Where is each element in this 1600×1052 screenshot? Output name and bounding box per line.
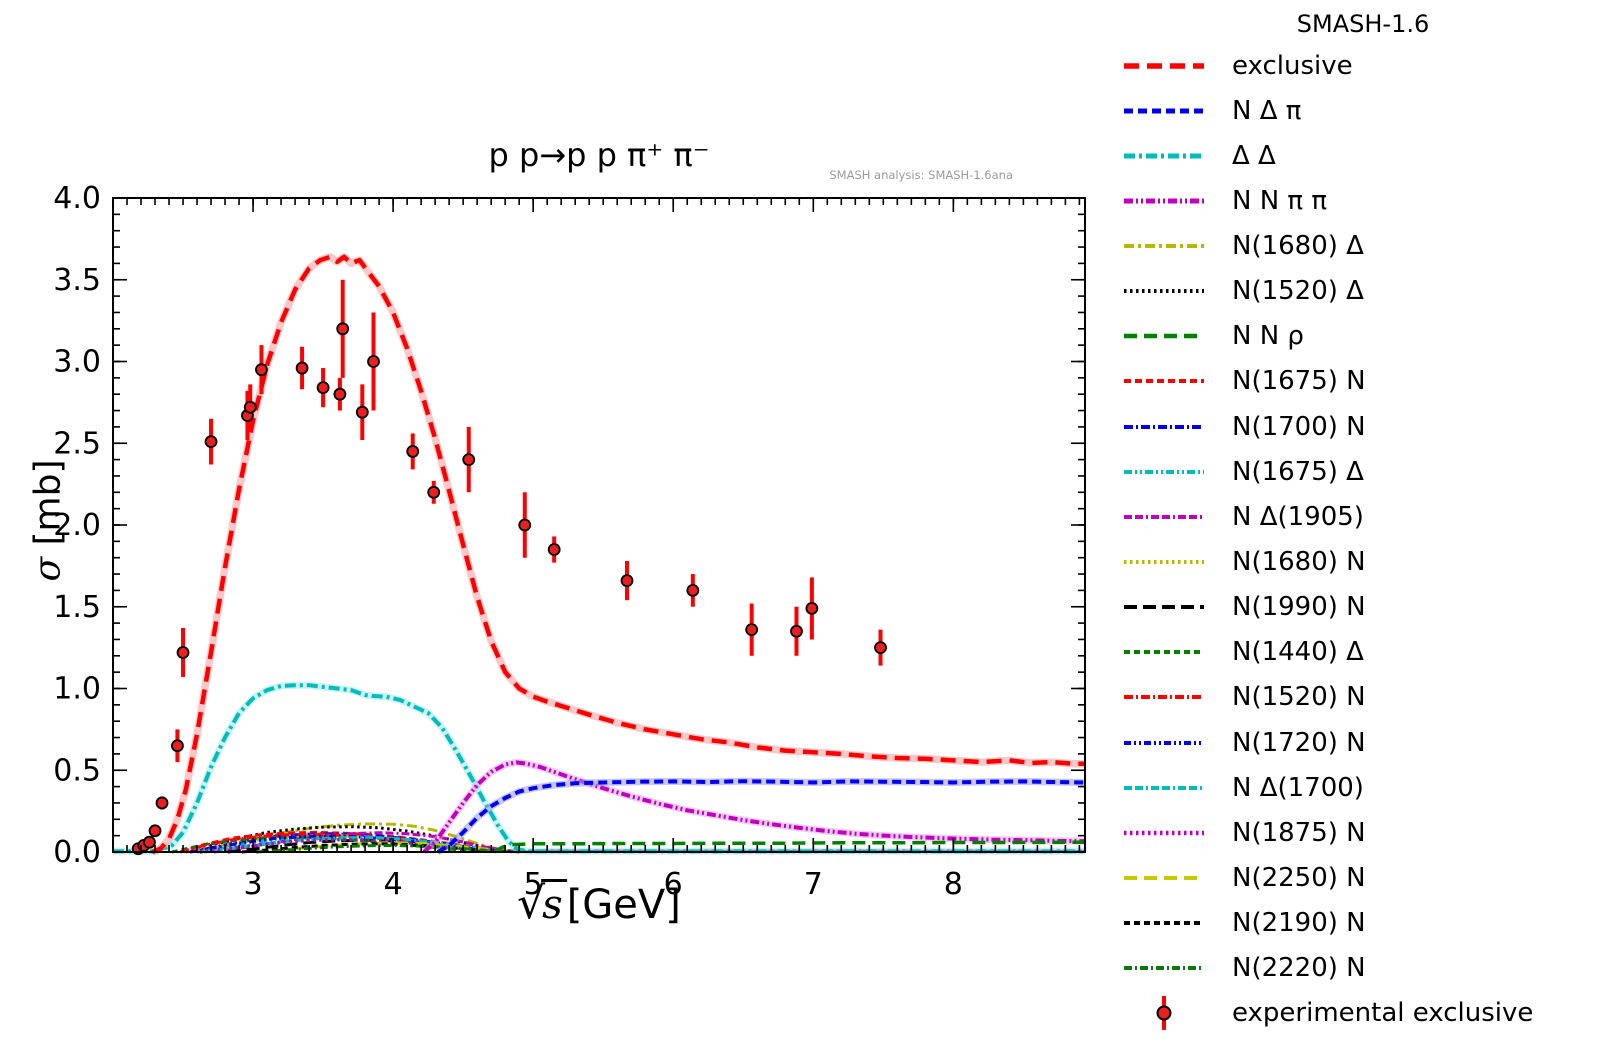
sqrt-radical: √	[517, 878, 546, 929]
y-tick-label: 4.0	[53, 181, 101, 216]
data-point	[427, 485, 441, 499]
data-point	[462, 453, 476, 467]
data-point	[367, 355, 380, 368]
data-point	[148, 824, 162, 838]
series-Δ Δ	[113, 683, 1085, 854]
x-tick-label: 5	[524, 867, 543, 902]
series-N(1520) Δ	[185, 825, 520, 854]
y-tick-label: 1.5	[53, 590, 101, 625]
data-point	[143, 835, 156, 849]
data-point	[355, 405, 369, 419]
series-band-exclusive	[150, 253, 1085, 856]
y-tick-label: 0.5	[53, 753, 101, 788]
series-N(2220) N	[255, 844, 520, 854]
data-point	[333, 387, 347, 401]
data-point	[155, 796, 169, 810]
series-band-Δ Δ	[113, 681, 1085, 855]
y-tick-label: 1.0	[53, 672, 101, 707]
data-point	[176, 646, 190, 659]
data-point	[790, 624, 803, 638]
y-tick-label: 3.5	[53, 263, 101, 298]
data-point	[336, 322, 350, 336]
x-tick-label: 8	[944, 867, 963, 902]
series-N(2190) N	[241, 842, 506, 854]
data-point	[406, 445, 420, 458]
y-tick-label: 3.0	[53, 345, 101, 380]
data-point	[874, 641, 887, 655]
data-point	[620, 574, 634, 587]
y-tick-label: 2.0	[53, 508, 101, 543]
series-N(1700) N	[189, 832, 1085, 854]
data-point	[171, 739, 184, 753]
x-axis-unit: [GeV]	[566, 882, 681, 928]
x-tick-label: 6	[664, 867, 683, 902]
y-tick-label: 0.0	[53, 835, 101, 870]
data-point	[805, 601, 819, 615]
y-axis-label: σ [mb]	[28, 411, 69, 631]
data-point	[316, 381, 330, 395]
data-point	[255, 363, 268, 377]
data-point	[518, 518, 532, 532]
data-point	[686, 584, 700, 597]
y-tick-label: 2.5	[53, 426, 101, 461]
series-N N ρ	[493, 840, 1086, 854]
y-axis-unit: [mb]	[27, 459, 69, 557]
analysis-annotation: SMASH analysis: SMASH-1.6ana	[829, 168, 1013, 182]
data-point	[295, 361, 309, 375]
x-tick-label: 3	[244, 867, 263, 902]
series-N N π π	[422, 760, 1086, 854]
sqrt-s-variable: s	[541, 879, 567, 928]
x-tick-label: 4	[384, 867, 403, 902]
x-axis-label: √s [GeV]	[517, 878, 681, 929]
plot-title: p p→p p π⁺ π⁻	[488, 136, 710, 174]
data-point	[745, 623, 759, 637]
x-tick-label: 7	[804, 867, 823, 902]
series-N Δ π	[436, 779, 1086, 854]
data-point	[204, 435, 218, 449]
series-band-N N π π	[421, 758, 1086, 855]
sigma-symbol: σ	[27, 556, 69, 582]
series-N Δ(1905)	[213, 831, 520, 854]
plot-frame	[112, 197, 1086, 853]
data-point	[243, 400, 257, 414]
series-exclusive	[151, 254, 1085, 855]
data-point	[547, 543, 561, 556]
